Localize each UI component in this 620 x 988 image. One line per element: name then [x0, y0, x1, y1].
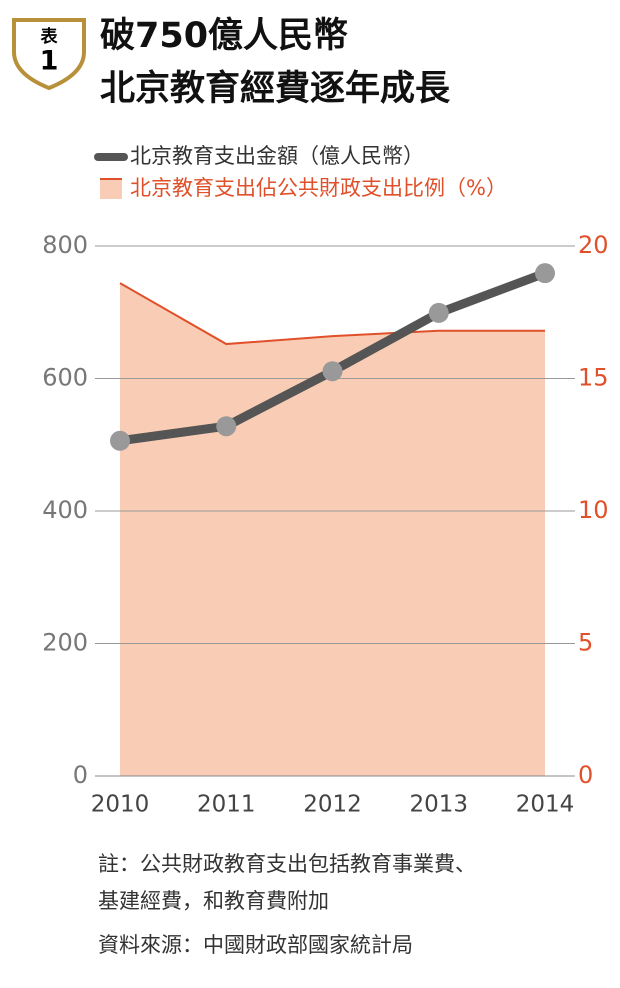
- chart-title: 破750億人民幣: [100, 16, 348, 56]
- y2-tick-label: 0: [578, 761, 593, 789]
- y-tick-label: 200: [42, 629, 88, 657]
- badge: 表 1: [12, 18, 86, 91]
- area-line: [119, 282, 545, 346]
- y-tick-label: 0: [73, 761, 88, 789]
- x-tick-label: 2011: [197, 792, 256, 818]
- y2-tick-label: 20: [578, 231, 609, 259]
- y-tick-label: 400: [42, 496, 88, 524]
- x-tick-label: 2014: [516, 792, 575, 818]
- y2-tick-label: 5: [578, 629, 593, 657]
- y2-tick-label: 10: [578, 496, 609, 524]
- source: 資料來源：中國財政部國家統計局: [98, 933, 413, 957]
- x-tick-label: 2012: [303, 792, 362, 818]
- note: 註：公共財政教育支出包括教育事業費、: [98, 852, 476, 876]
- legend-label: 北京教育支出佔公共財政支出比例（%）: [130, 176, 507, 200]
- note: 基建經費，和教育費附加: [98, 889, 329, 913]
- area: [120, 283, 545, 776]
- y2-tick-label: 15: [578, 364, 609, 392]
- badge-shield: [12, 18, 86, 91]
- point: [216, 416, 237, 437]
- chart-title: 北京教育經費逐年成長: [100, 68, 451, 109]
- y-tick-label: 600: [42, 364, 88, 392]
- point: [535, 263, 555, 284]
- point: [428, 302, 449, 323]
- x-tick-label: 2013: [409, 792, 468, 818]
- legend-swatch: [100, 179, 122, 199]
- x-tick-label: 2010: [91, 792, 150, 818]
- badge-number: 1: [40, 46, 59, 77]
- point: [110, 430, 130, 451]
- badge-label: 表: [41, 26, 59, 47]
- y-tick-label: 800: [42, 231, 88, 259]
- legend-label: 北京教育支出金額（億人民幣）: [130, 144, 424, 168]
- point: [322, 361, 343, 382]
